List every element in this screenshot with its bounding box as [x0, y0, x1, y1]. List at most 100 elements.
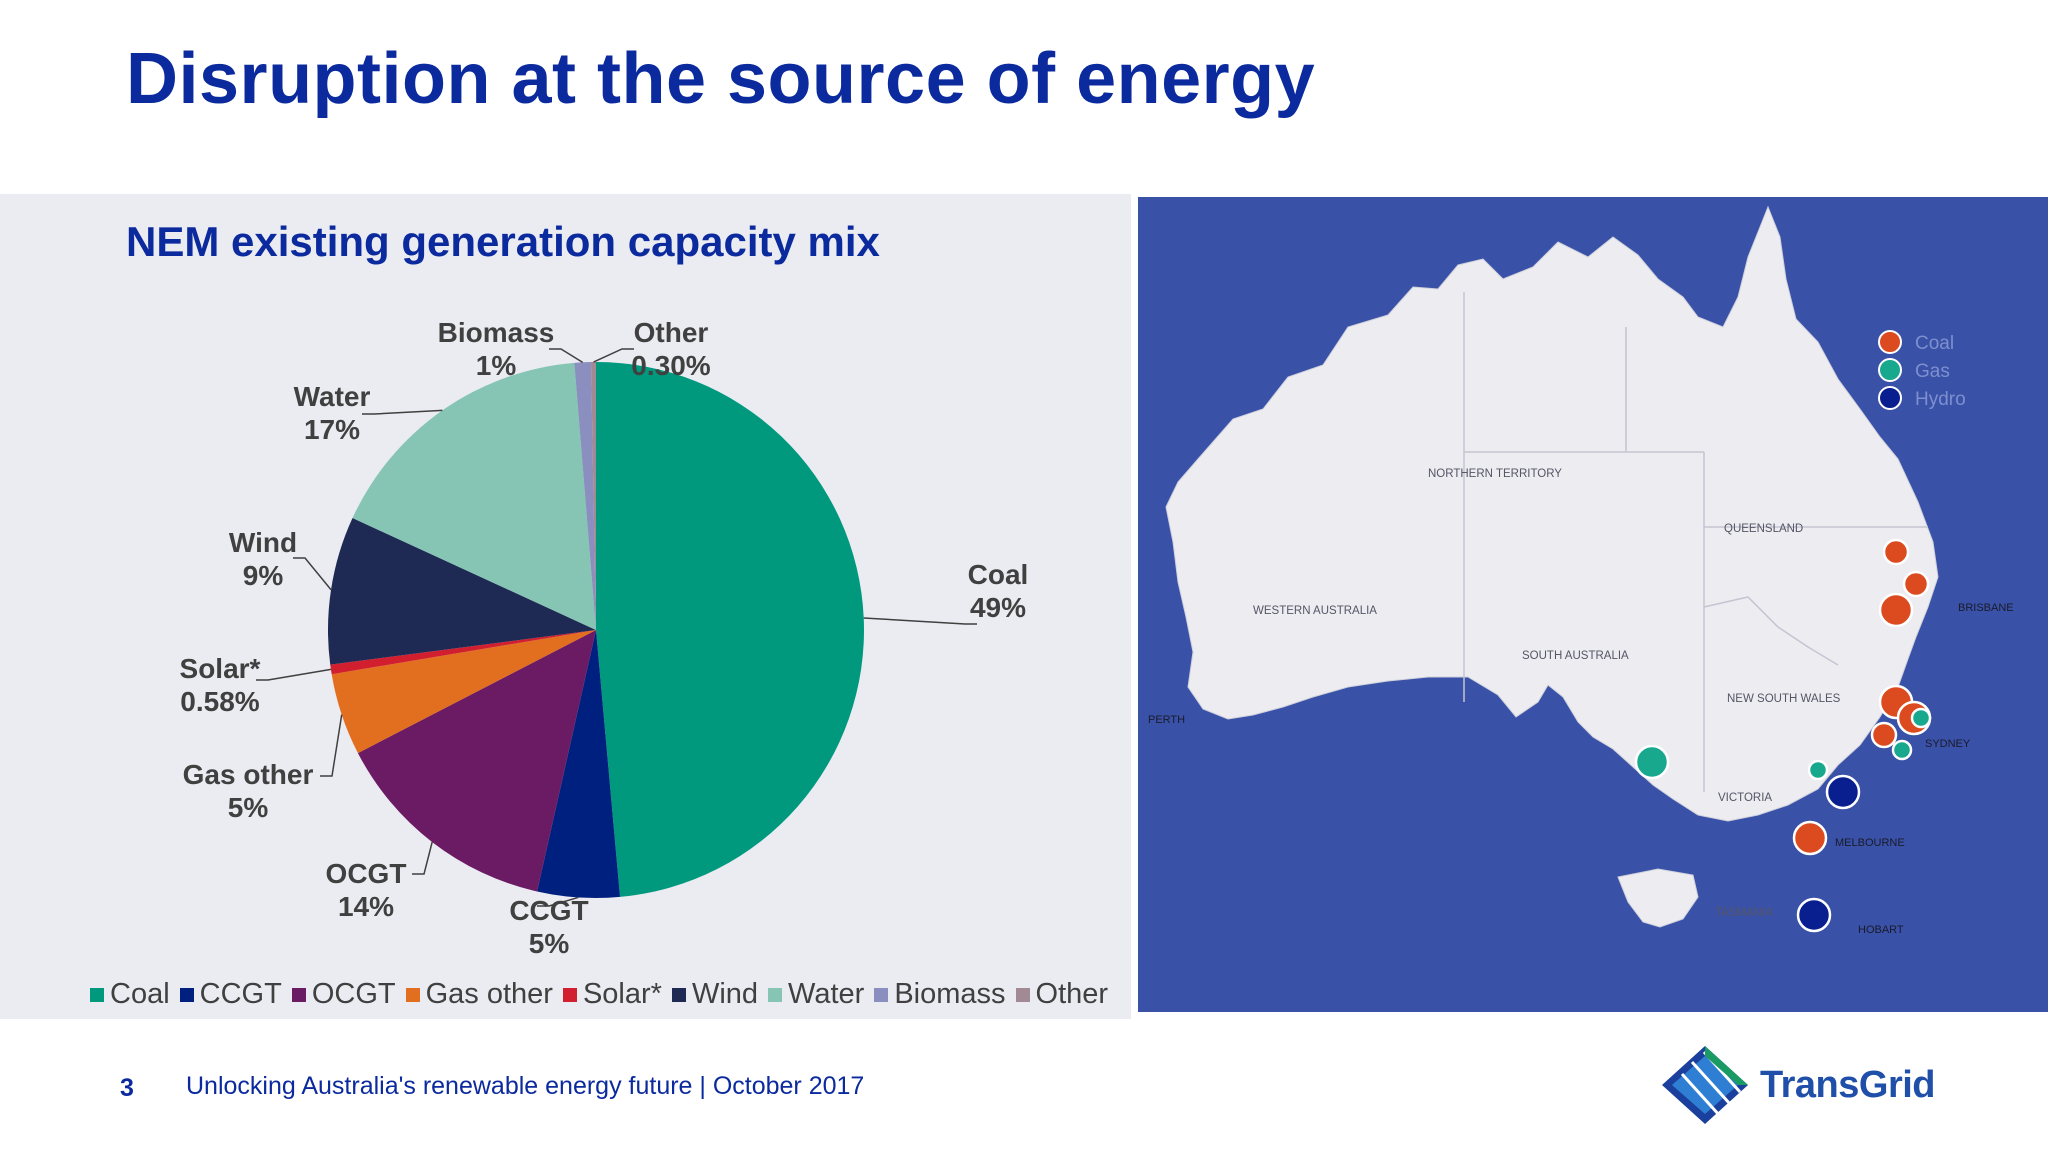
pie-slice-ocgt: [357, 630, 596, 892]
map-legend-coal-label: Coal: [1915, 333, 1954, 354]
legend-item: Coal: [90, 978, 170, 1011]
pie-slice-gas-other: [331, 630, 596, 754]
legend-item: Water: [768, 978, 864, 1011]
legend-label: Other: [1035, 978, 1109, 1010]
legend-label: CCGT: [199, 978, 282, 1010]
legend-label: OCGT: [311, 978, 396, 1010]
gas-plant-marker: [1891, 739, 1913, 761]
legend-item: OCGT: [291, 978, 396, 1011]
hydro-plant-marker: [1796, 897, 1832, 933]
legend-item: Other: [1015, 978, 1109, 1011]
coal-plant-marker: [1902, 570, 1930, 598]
slice-value-label: 0.58%: [180, 686, 259, 717]
leader-line: [863, 617, 977, 625]
slice-label: Other: [634, 317, 709, 348]
slice-value-label: 1%: [476, 350, 517, 381]
legend-swatch: [671, 987, 686, 1002]
australia-map: NORTHERN TERRITORY QUEENSLAND WESTERN AU…: [1148, 205, 2014, 936]
transgrid-logo-icon: [1662, 1046, 1748, 1124]
legend-item: Solar*: [562, 978, 662, 1011]
leader-line: [593, 348, 634, 363]
coal-plant-marker: [1882, 538, 1910, 566]
leader-line: [537, 896, 579, 907]
legend-swatch: [768, 987, 783, 1002]
legend-label: Coal: [110, 978, 170, 1010]
legend-swatch: [874, 987, 889, 1002]
pie-slice-other: [590, 362, 596, 630]
chart-title: NEM existing generation capacity mix: [126, 218, 880, 265]
map-label-western-australia: WESTERN AUSTRALIA: [1253, 605, 1377, 617]
slice-value-label: 5%: [529, 928, 570, 959]
map-panel: NORTHERN TERRITORY QUEENSLAND WESTERN AU…: [1138, 197, 2048, 1012]
legend-label: Biomass: [894, 978, 1006, 1010]
map-city-perth: PERTH: [1148, 714, 1185, 726]
map-label-tasmania: TASMANIA: [1715, 907, 1773, 919]
power-plants: [1634, 538, 1932, 933]
map-legend-gas-label: Gas: [1915, 361, 1950, 382]
state-borders: [1463, 292, 1928, 792]
map-city-brisbane: BRISBANE: [1958, 602, 2014, 614]
legend-item: Biomass: [874, 978, 1006, 1011]
slice-value-label: 0.30%: [631, 350, 710, 381]
slice-label: Coal: [968, 559, 1029, 590]
legend-item: Wind: [671, 978, 759, 1011]
leader-line: [412, 841, 433, 875]
legend-label: Gas other: [425, 978, 553, 1010]
coal-plant-marker: [1870, 721, 1898, 749]
slice-value-label: 49%: [970, 592, 1026, 623]
legend-swatch: [90, 987, 104, 1002]
leader-line: [549, 348, 584, 363]
pie-slice-coal: [596, 362, 864, 897]
gas-plant-marker: [1634, 744, 1670, 780]
pie-slice-solar: [330, 630, 596, 675]
hydro-plant-marker: [1825, 774, 1861, 810]
page-title: Disruption at the source of energy: [126, 39, 1316, 119]
slice-label: CCGT: [509, 895, 588, 926]
legend-swatch: [562, 987, 577, 1002]
page-number: 3: [120, 1074, 134, 1102]
slice-label: Biomass: [438, 317, 555, 348]
legend-swatch: [291, 987, 306, 1002]
pie-slice-water: [352, 362, 596, 630]
map-legend-hydro-label: Hydro: [1915, 389, 1966, 410]
slice-value-label: 14%: [338, 891, 394, 922]
slice-value-label: 5%: [228, 792, 269, 823]
slice-label: Solar*: [180, 653, 261, 684]
map-legend-hydro-swatch: [1878, 386, 1902, 410]
map-label-victoria: VICTORIA: [1718, 792, 1772, 804]
map-legend-coal-swatch: [1878, 330, 1902, 354]
leader-line: [256, 668, 332, 681]
transgrid-logo-text: TransGrid: [1760, 1064, 1936, 1106]
slice-label: Gas other: [183, 759, 314, 790]
map-city-hobart: HOBART: [1858, 924, 1904, 936]
map-label-queensland: QUEENSLAND: [1724, 523, 1803, 535]
gas-plant-marker: [1807, 759, 1829, 781]
map-label-northern-territory: NORTHERN TERRITORY: [1428, 468, 1562, 480]
pie-slice-biomass: [574, 362, 596, 630]
legend-item: CCGT: [179, 978, 282, 1011]
slice-label: OCGT: [326, 858, 407, 889]
slice-label: Water: [294, 381, 371, 412]
legend-swatch: [179, 987, 194, 1002]
legend-label: Solar*: [582, 978, 662, 1010]
map-label-new-south-wales: NEW SOUTH WALES: [1727, 693, 1841, 705]
map-legend-gas-swatch: [1878, 358, 1902, 382]
slice-label: Wind: [229, 527, 297, 558]
legend-swatch: [405, 987, 420, 1002]
leader-line: [362, 409, 443, 415]
gas-plant-marker: [1910, 707, 1932, 729]
legend-item: Gas other: [405, 978, 553, 1011]
slice-value-label: 17%: [304, 414, 360, 445]
coal-plant-marker: [1792, 820, 1828, 856]
map-city-melbourne: MELBOURNE: [1835, 837, 1905, 849]
leader-line: [320, 714, 343, 777]
legend-label: Wind: [691, 978, 759, 1010]
australia-landmass: [1165, 205, 1939, 822]
footer-text: Unlocking Australia's renewable energy f…: [186, 1072, 865, 1100]
tasmania-landmass: [1617, 868, 1699, 928]
leader-line: [293, 557, 332, 591]
slice-value-label: 9%: [243, 560, 284, 591]
chart-legend: Coal CCGT OCGT Gas other Solar* Wind Water Biom…: [90, 978, 1118, 1011]
map-city-sydney: SYDNEY: [1925, 738, 1971, 750]
